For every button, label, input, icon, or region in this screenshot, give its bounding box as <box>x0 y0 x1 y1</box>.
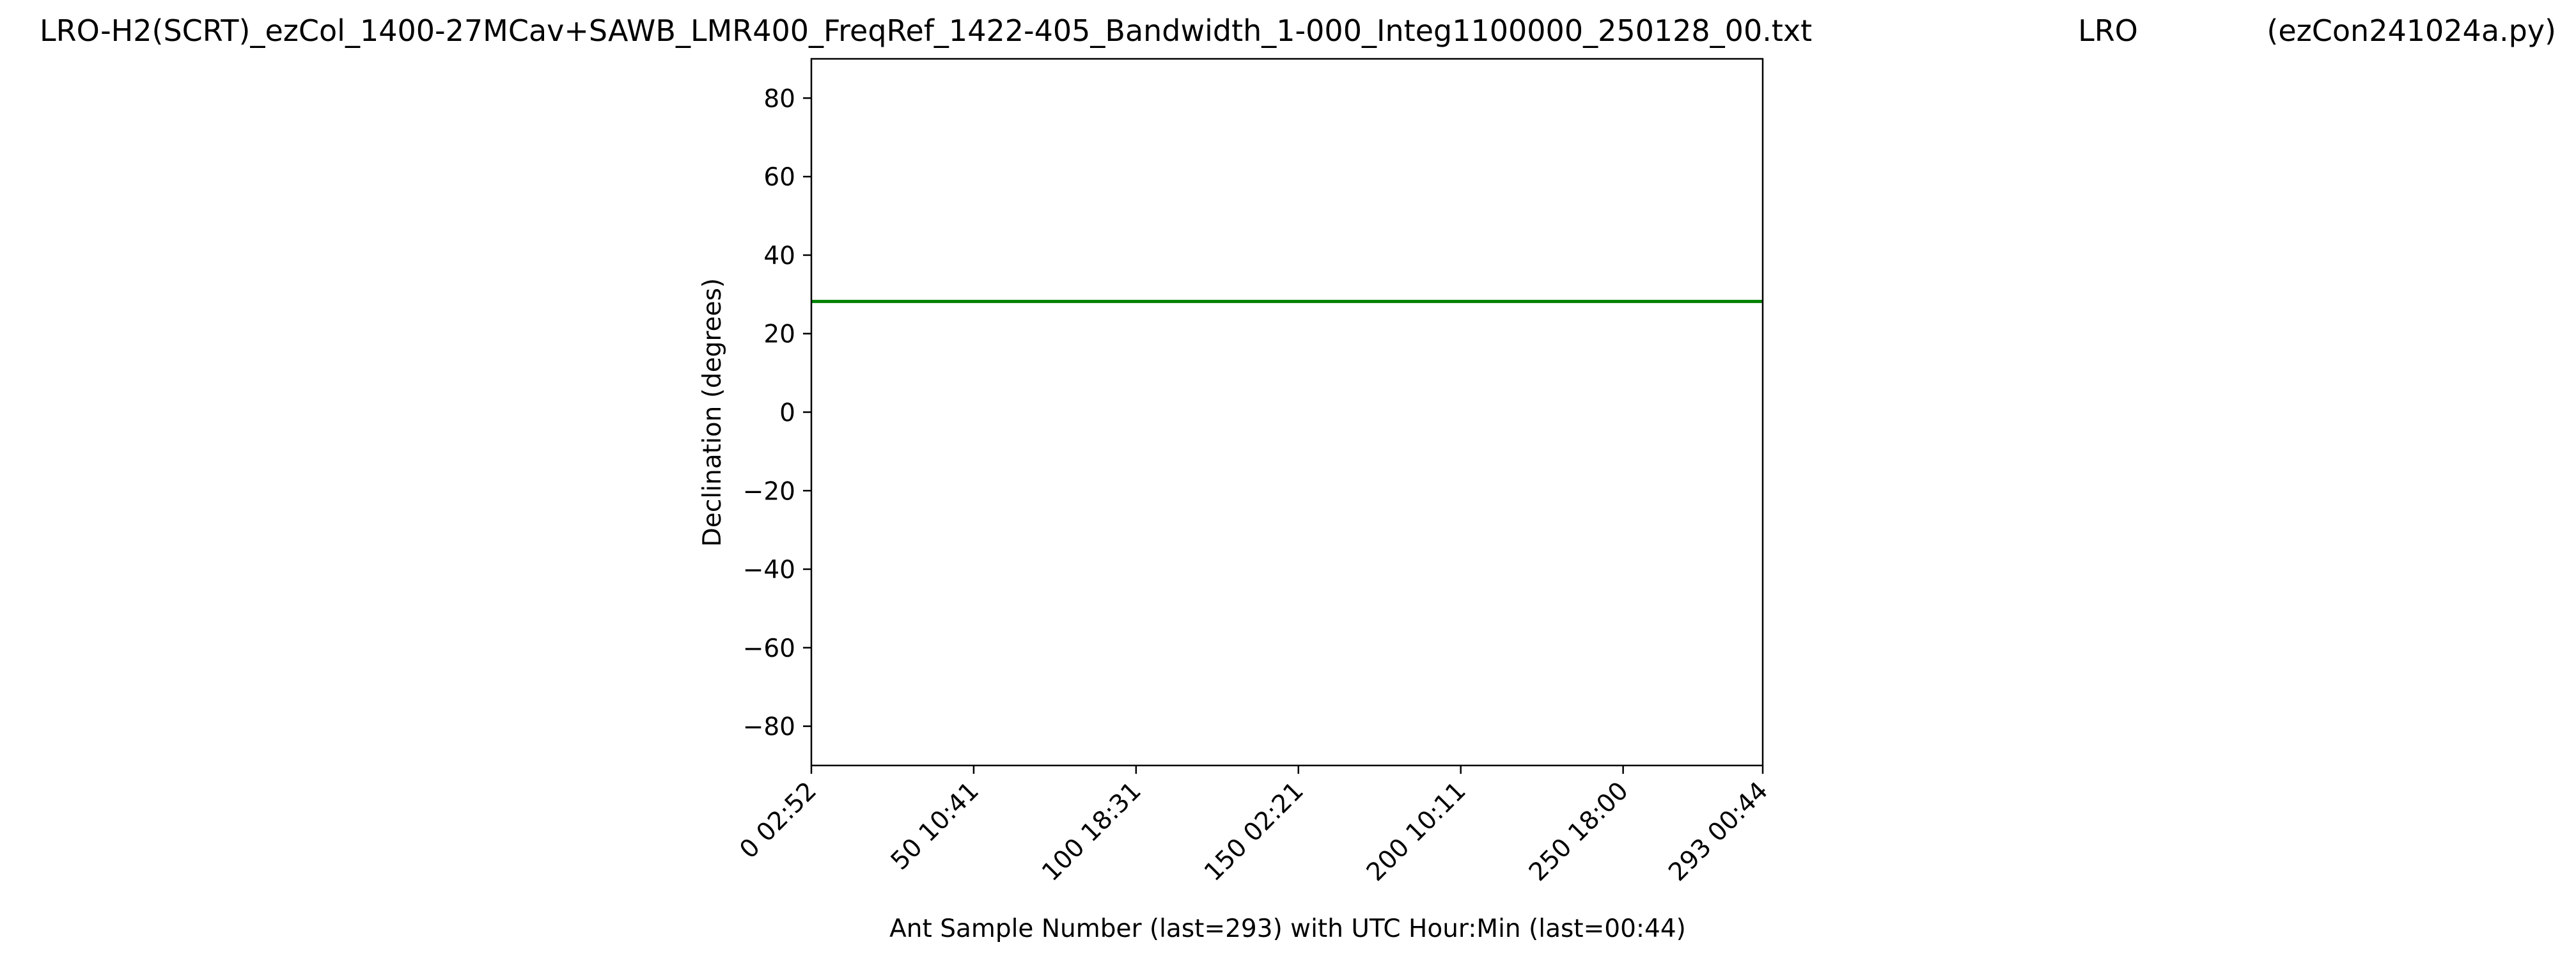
plot-frame <box>810 58 1764 767</box>
x-tick-label: 0 02:52 <box>734 776 822 865</box>
chart-subtitle: LRO <box>2078 13 2138 48</box>
x-tick-label: 150 02:21 <box>1199 776 1309 887</box>
y-axis-label: Declination (degrees) <box>698 278 727 547</box>
y-tick-label: −80 <box>743 713 795 742</box>
x-tick-label: 100 18:31 <box>1036 776 1147 887</box>
y-tick-label: 20 <box>763 320 795 349</box>
y-tick-label: −40 <box>743 556 795 584</box>
x-axis-label: Ant Sample Number (last=293) with UTC Ho… <box>889 914 1686 943</box>
x-tick-label: 293 00:44 <box>1663 776 1774 887</box>
x-tick-label: 50 10:41 <box>886 776 985 875</box>
y-tick-label: 40 <box>763 242 795 271</box>
y-tick-label: −20 <box>743 477 795 506</box>
y-tick-label: 0 <box>779 399 795 428</box>
y-tick-label: 60 <box>763 163 795 192</box>
chart-subtitle: (ezCon241024a.py) <box>2267 13 2556 48</box>
x-tick-label: 200 10:11 <box>1361 776 1472 887</box>
y-tick-label: 80 <box>763 84 795 113</box>
y-tick-label: −60 <box>743 634 795 663</box>
x-tick-label: 250 18:00 <box>1524 776 1634 887</box>
chart-title: LRO-H2(SCRT)_ezCol_1400-27MCav+SAWB_LMR4… <box>40 13 1812 48</box>
